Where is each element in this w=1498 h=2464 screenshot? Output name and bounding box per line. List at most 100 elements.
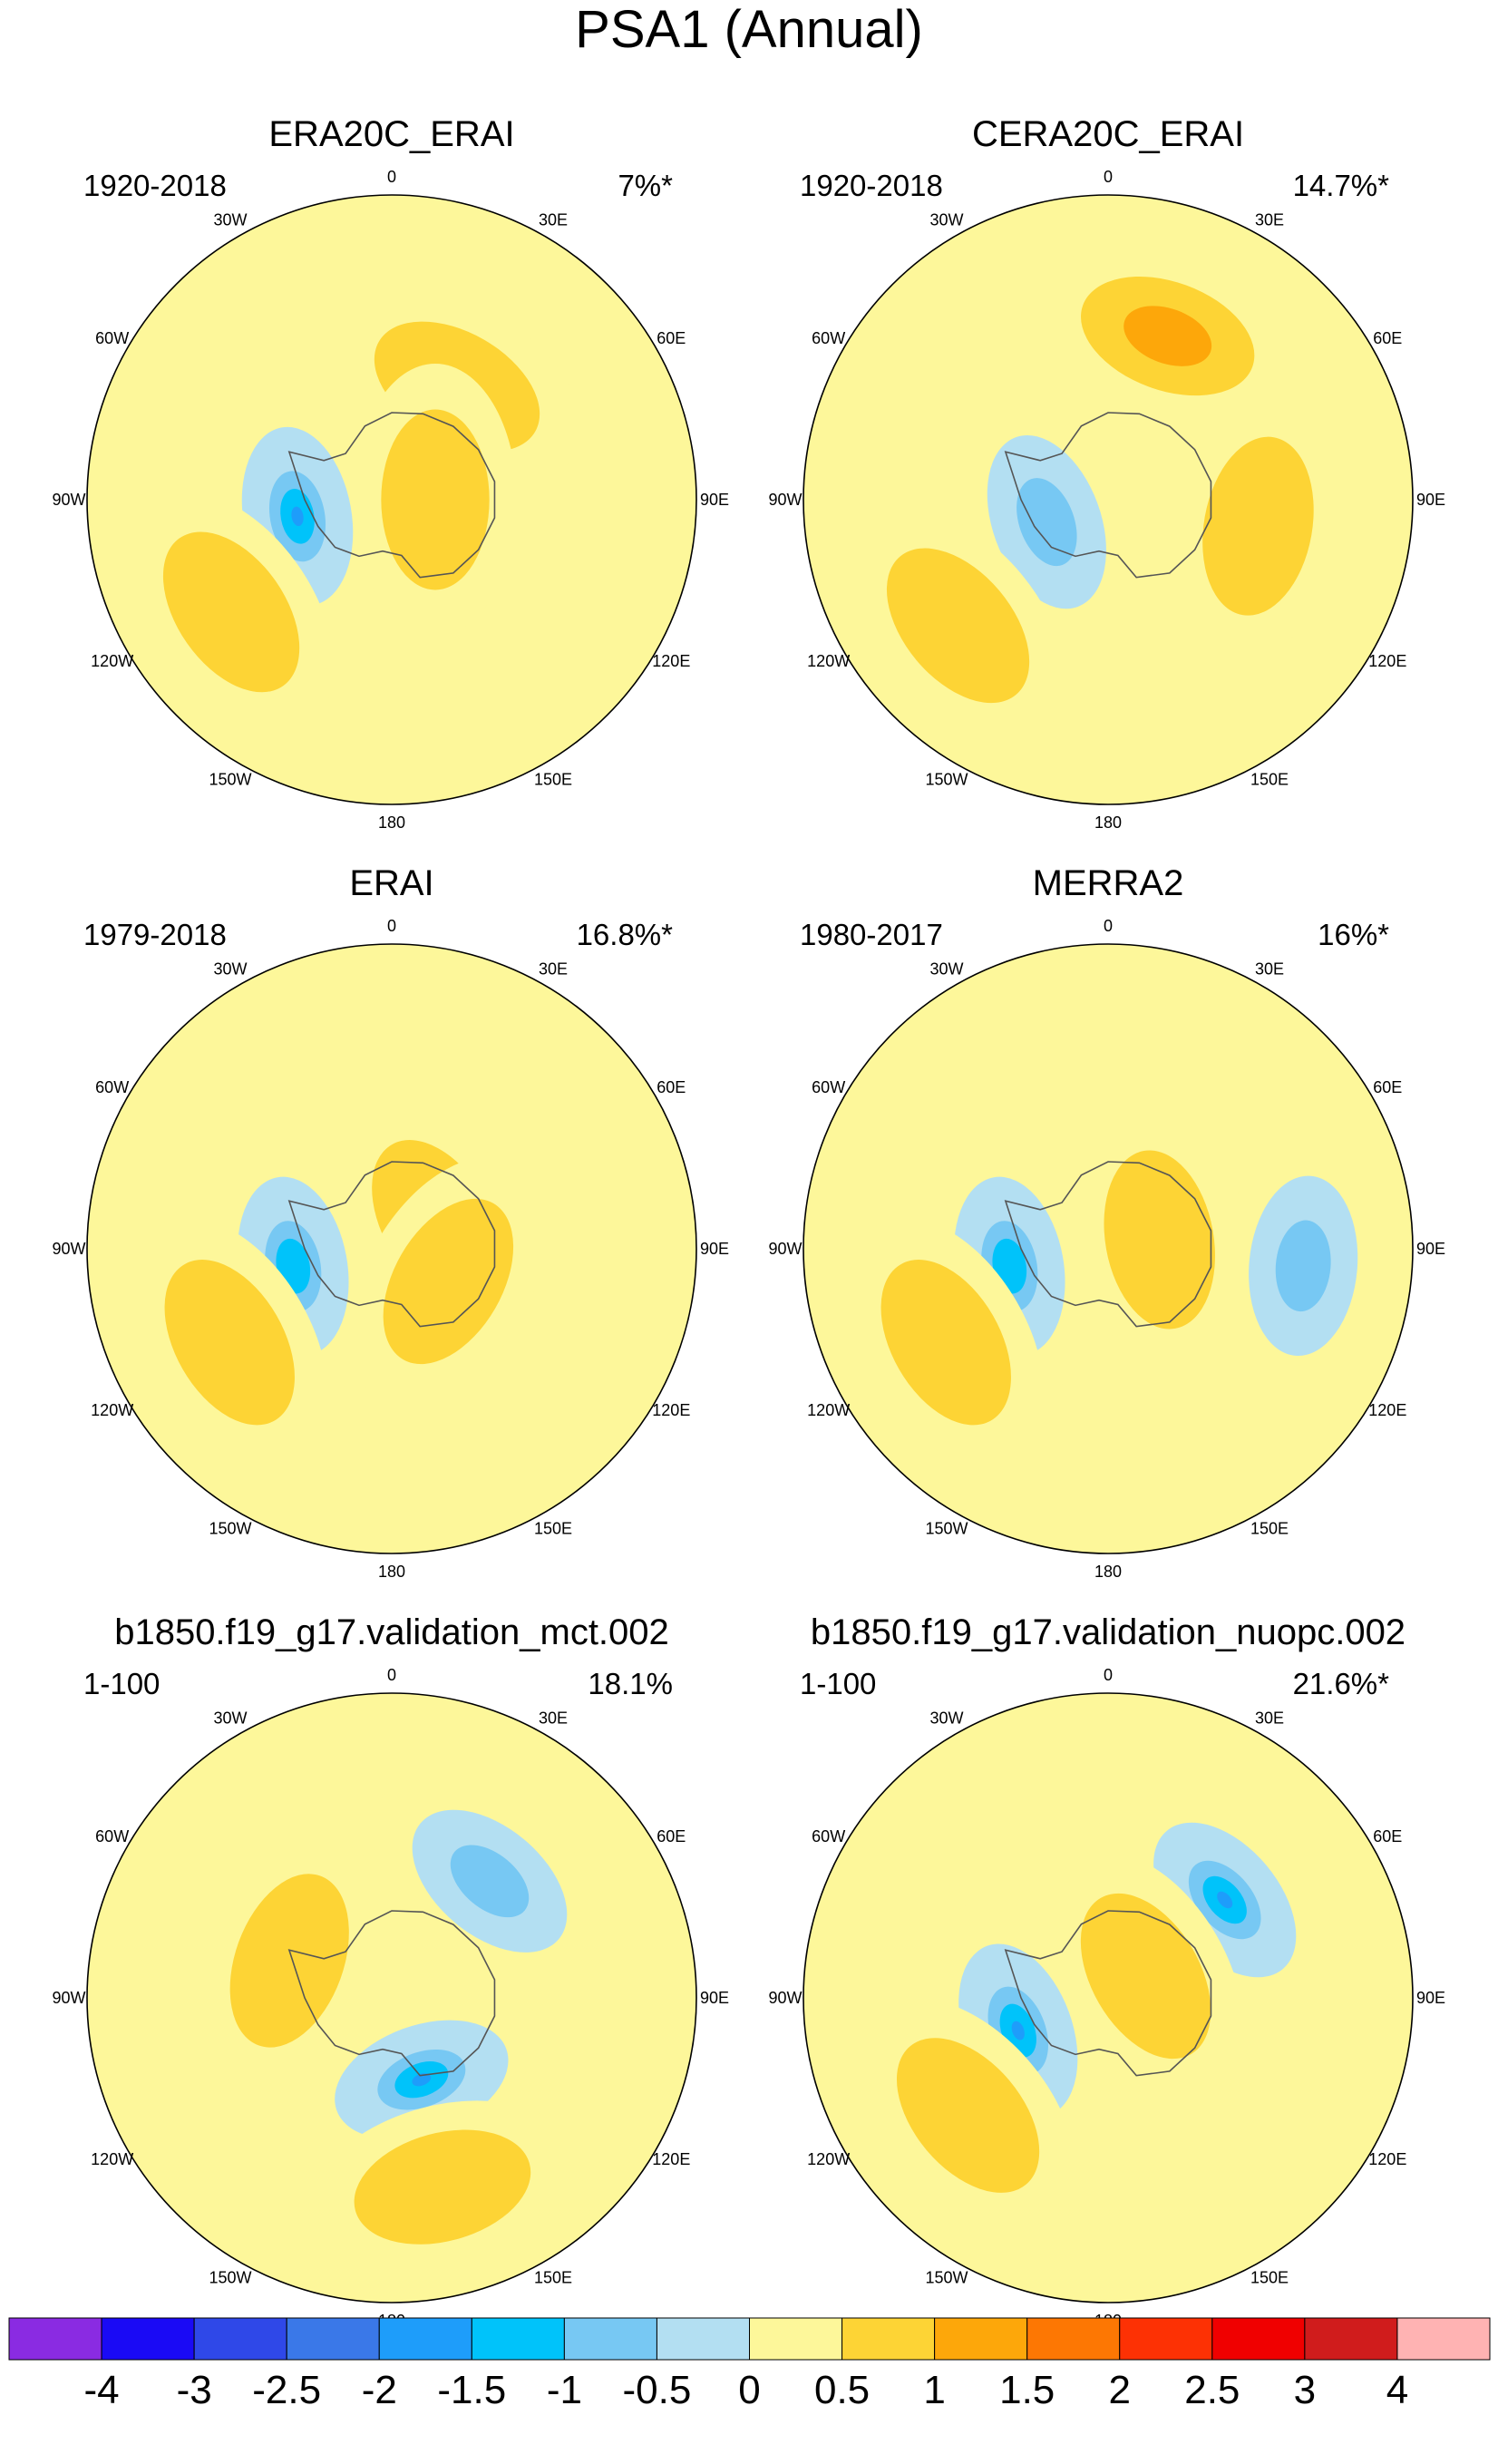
lon-label: 120W [807,2150,850,2168]
panel-variance: 21.6%* [1293,1667,1390,1700]
colorbar-swatch [286,2317,380,2361]
lon-label: 0 [1104,917,1113,935]
lon-label: 0 [387,168,396,186]
colorbar-tick-label: 2.5 [1184,2368,1240,2412]
colorbar-swatch [1304,2317,1398,2361]
panel-period: 1980-2017 [800,918,943,951]
lon-label: 60W [95,329,129,347]
lon-label: 60E [657,1827,686,1846]
map-panel: ERA20C_ERAI 1920-2018 7%* 0 30E 60E 90E 120E 150… [52,114,729,832]
lon-label: 150E [1250,770,1289,788]
lon-label: 120W [807,1401,850,1419]
colorbar-tick-label: -2.5 [252,2368,321,2412]
coastline [287,1910,496,2077]
lon-label: 90E [1416,491,1445,509]
lon-label: 90E [1416,1240,1445,1258]
map-border [802,943,1414,1554]
coastline [1004,412,1212,579]
contour-mark [1016,478,1077,567]
contour-mark [1217,1891,1233,1909]
lon-label: 90E [1416,1989,1445,2007]
colorbar-tick-label: -2 [362,2368,397,2412]
lon-label: 0 [387,1666,396,1684]
coastline [1004,1910,1212,2077]
lon-label: 60E [1373,1827,1402,1846]
contour-mark [450,1845,530,1918]
colorbar-swatch [563,2317,657,2361]
panel-period: 1-100 [83,1667,160,1700]
coastline [1004,1161,1212,1328]
lon-label: 60W [812,1078,845,1096]
panel-variance: 16%* [1318,918,1389,951]
contour-mark [1104,1150,1215,1329]
colorbar-tick-label: 3 [1294,2368,1316,2412]
lon-label: 150W [925,2268,968,2286]
colorbar-swatch [101,2317,195,2361]
lon-label: 150W [209,1519,251,1537]
contour-mark [880,1260,1011,1426]
colorbar-swatch [1211,2317,1306,2361]
lon-label: 180 [378,1563,405,1581]
colorbar-tick-label: 0.5 [814,2368,870,2412]
panel-variance: 18.1% [588,1667,673,1700]
lon-label: 120E [1368,2150,1406,2168]
lon-label: 120E [1368,652,1406,670]
lon-label: 180 [1094,813,1122,832]
panel-title: b1850.f19_g17.validation_mct.002 [114,1612,669,1652]
colorbar-swatch [193,2317,287,2361]
colorbar-tick-label: 0 [738,2368,760,2412]
lon-label: 30W [929,1709,963,1728]
panel-period: 1920-2018 [800,169,943,202]
map-panel: CERA20C_ERAI 1920-2018 14.7%* 0 30E 60E 90E 120… [768,114,1445,832]
colorbar-tick-label: 4 [1386,2368,1408,2412]
lon-label: 30E [1255,1709,1284,1728]
panel-period: 1-100 [800,1667,876,1700]
panel-title: MERRA2 [1033,863,1184,903]
panel-title: CERA20C_ERAI [972,114,1244,154]
contour-mark [1080,1893,1211,2060]
lon-label: 60E [657,329,686,347]
lon-label: 90W [768,1989,802,2007]
lon-label: 90E [700,1989,729,2007]
lon-label: 120E [652,652,690,670]
lon-label: 30E [1255,960,1284,979]
contour-mark [381,409,490,590]
lon-label: 30E [539,211,568,229]
panel-title: b1850.f19_g17.validation_nuopc.002 [811,1612,1406,1652]
lon-label: 30W [213,960,247,979]
colorbar-swatch [378,2317,472,2361]
contour-mark [354,2129,531,2245]
colorbar-tick-label: 2 [1109,2368,1131,2412]
map-border [86,943,697,1554]
lon-label: 60W [95,1827,129,1846]
contour-mark [1275,1220,1331,1312]
colorbar-tick-label: -0.5 [623,2368,692,2412]
lon-label: 90W [52,1240,85,1258]
lon-label: 30W [213,211,247,229]
contour-mark [1202,436,1314,616]
colorbar-tick-label: -1 [547,2368,582,2412]
colorbar-swatch [1119,2317,1213,2361]
lon-label: 120W [807,652,850,670]
lon-label: 90W [768,491,802,509]
contour-mark [229,1874,349,2048]
map-panel: ERAI 1979-2018 16.8%* 0 30E 60E 90E 120E 150E 180… [52,863,729,1581]
coastline [287,1161,496,1328]
map-panels: ERA20C_ERAI 1920-2018 7%* 0 30E 60E 90E 120E 150… [52,114,1445,2330]
map-panel: MERRA2 1980-2017 16%* 0 30E 60E 90E 120E 150E 180… [768,863,1445,1581]
colorbar-swatch [841,2317,936,2361]
lon-label: 60E [1373,1078,1402,1096]
lon-label: 150W [925,1519,968,1537]
lon-label: 120W [91,2150,133,2168]
contour-mark [886,548,1030,704]
lon-label: 120W [91,652,133,670]
map-panel: b1850.f19_g17.validation_mct.002 1-100 18.… [52,1612,729,2330]
lon-label: 180 [378,813,405,832]
colorbar-swatch [471,2317,565,2361]
lon-label: 60E [657,1078,686,1096]
contour-mark [164,1260,295,1426]
lon-label: 30W [929,960,963,979]
colorbar-tick-label: 1.5 [999,2368,1055,2412]
colorbar-swatch [656,2317,750,2361]
